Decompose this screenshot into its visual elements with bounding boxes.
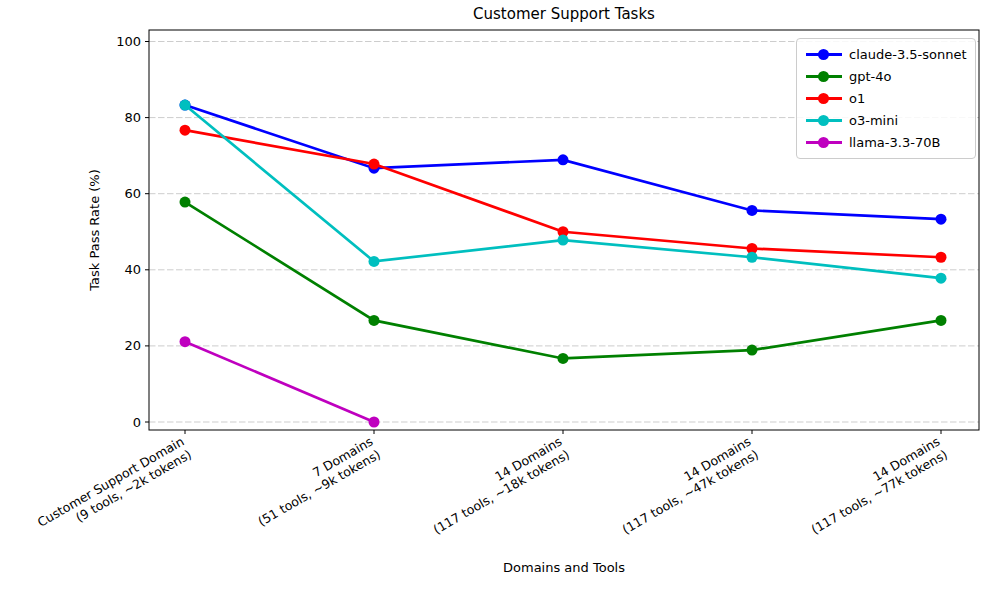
legend-marker-dot bbox=[818, 137, 829, 148]
legend-item-o3-mini: o3-mini bbox=[806, 111, 966, 130]
legend-item-claude-3.5-sonnet: claude-3.5-sonnet bbox=[806, 45, 966, 64]
marker-claude-3.5-sonnet bbox=[747, 205, 758, 216]
y-tick-label: 100 bbox=[116, 34, 141, 49]
marker-gpt-4o bbox=[936, 315, 947, 326]
marker-gpt-4o bbox=[558, 353, 569, 364]
series-line-llama-3.3-70B bbox=[185, 342, 374, 422]
legend-marker-dot bbox=[818, 49, 829, 60]
legend-item-gpt-4o: gpt-4o bbox=[806, 67, 966, 86]
x-tick-label: 7 Domains(51 tools, ~9k tokens) bbox=[248, 434, 383, 529]
legend-marker-dot bbox=[818, 71, 829, 82]
y-tick-label: 0 bbox=[133, 415, 141, 430]
marker-o1 bbox=[936, 252, 947, 263]
y-tick-label: 60 bbox=[124, 186, 141, 201]
x-axis-label: Domains and Tools bbox=[149, 560, 979, 575]
series-line-gpt-4o bbox=[185, 202, 941, 358]
x-tick-label: 14 Domains(117 tools, ~18k tokens) bbox=[423, 434, 572, 537]
marker-o3-mini bbox=[747, 252, 758, 263]
marker-gpt-4o bbox=[747, 345, 758, 356]
marker-claude-3.5-sonnet bbox=[558, 154, 569, 165]
marker-o3-mini bbox=[369, 256, 380, 267]
marker-gpt-4o bbox=[180, 197, 191, 208]
y-tick-label: 20 bbox=[124, 338, 141, 353]
marker-o3-mini bbox=[936, 273, 947, 284]
marker-o3-mini bbox=[180, 100, 191, 111]
x-tick-label: 14 Domains(117 tools, ~47k tokens) bbox=[612, 434, 761, 537]
legend-line-marker-sample bbox=[806, 93, 842, 104]
x-tick-label: Customer Support Domain(9 tools, ~2k tok… bbox=[35, 434, 194, 543]
legend-item-o1: o1 bbox=[806, 89, 966, 108]
y-tick-label: 80 bbox=[124, 110, 141, 125]
legend-label: llama-3.3-70B bbox=[849, 135, 940, 150]
marker-claude-3.5-sonnet bbox=[936, 214, 947, 225]
marker-o1 bbox=[369, 159, 380, 170]
legend-line-marker-sample bbox=[806, 115, 842, 126]
y-tick-label: 40 bbox=[124, 262, 141, 277]
line-chart-figure: Customer Support Tasks Task Pass Rate (%… bbox=[0, 0, 987, 590]
legend-label: gpt-4o bbox=[849, 69, 892, 84]
legend-marker-dot bbox=[818, 93, 829, 104]
legend-line-marker-sample bbox=[806, 137, 842, 148]
x-tick-label: 14 Domains(117 tools, ~77k tokens) bbox=[801, 434, 950, 537]
legend-item-llama-3.3-70B: llama-3.3-70B bbox=[806, 133, 966, 152]
legend-label: o3-mini bbox=[849, 113, 898, 128]
legend-label: o1 bbox=[849, 91, 865, 106]
marker-llama-3.3-70B bbox=[180, 336, 191, 347]
legend-label: claude-3.5-sonnet bbox=[849, 47, 967, 62]
legend-line-marker-sample bbox=[806, 71, 842, 82]
legend: claude-3.5-sonnet gpt-4o o1 o3-mini llama-3.… bbox=[796, 38, 976, 159]
marker-llama-3.3-70B bbox=[369, 417, 380, 428]
legend-line-marker-sample bbox=[806, 49, 842, 60]
marker-o1 bbox=[180, 125, 191, 136]
marker-o3-mini bbox=[558, 235, 569, 246]
marker-gpt-4o bbox=[369, 315, 380, 326]
legend-marker-dot bbox=[818, 115, 829, 126]
